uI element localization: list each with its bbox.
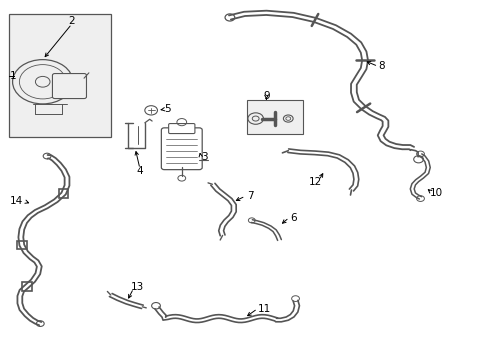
Text: 1: 1 bbox=[10, 71, 17, 81]
Text: 3: 3 bbox=[201, 152, 207, 162]
FancyBboxPatch shape bbox=[52, 73, 86, 99]
Bar bbox=[246, 100, 302, 134]
Text: 2: 2 bbox=[68, 16, 75, 26]
Text: 5: 5 bbox=[164, 104, 170, 114]
Text: 10: 10 bbox=[429, 188, 442, 198]
FancyBboxPatch shape bbox=[17, 241, 27, 249]
Text: 14: 14 bbox=[10, 197, 23, 206]
FancyBboxPatch shape bbox=[168, 123, 195, 134]
Bar bbox=[9, 14, 111, 137]
Text: 6: 6 bbox=[290, 212, 297, 222]
Text: 11: 11 bbox=[257, 303, 270, 314]
Text: 12: 12 bbox=[308, 177, 321, 187]
Text: 8: 8 bbox=[377, 62, 384, 71]
Text: 13: 13 bbox=[131, 282, 144, 292]
Text: 9: 9 bbox=[263, 91, 269, 101]
FancyBboxPatch shape bbox=[22, 282, 31, 291]
FancyBboxPatch shape bbox=[161, 128, 202, 170]
FancyBboxPatch shape bbox=[59, 189, 68, 198]
Text: 4: 4 bbox=[136, 166, 143, 176]
Text: 7: 7 bbox=[246, 191, 253, 201]
